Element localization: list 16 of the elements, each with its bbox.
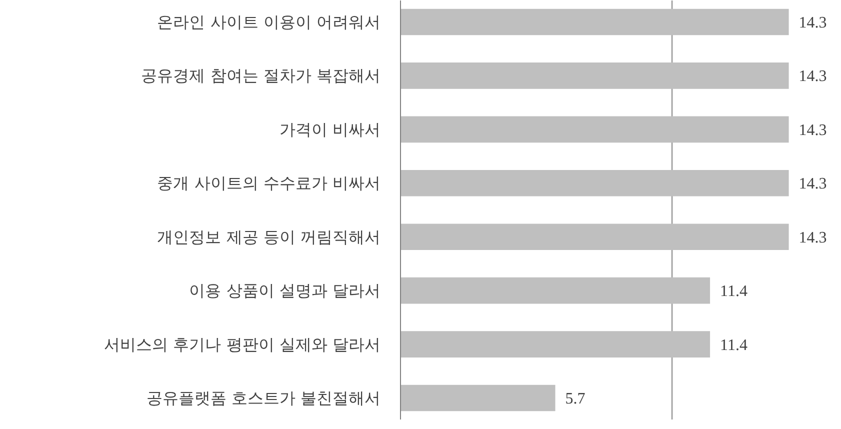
y-tick-label: 공유경제 참여는 절차가 복잡해서 — [141, 66, 381, 86]
y-tick-label: 개인정보 제공 등이 꺼림직해서 — [157, 227, 381, 246]
data-label: 11.4 — [720, 336, 748, 354]
y-tick-label: 이용 상품이 설명과 달라서 — [189, 281, 381, 300]
y-tick-label: 중개 사이트의 수수료가 비싸서 — [157, 174, 381, 193]
data-label: 14.3 — [798, 229, 827, 246]
y-tick-label: 가격이 비싸서 — [279, 120, 381, 139]
data-label: 14.3 — [798, 122, 827, 139]
y-tick-label: 서비스의 후기나 평판이 실제와 달라서 — [104, 334, 380, 354]
y-tick-label: 온라인 사이트 이용이 어려워서 — [157, 12, 381, 32]
data-label: 5.7 — [565, 390, 586, 408]
data-label: 11.4 — [720, 283, 748, 300]
data-label: 14.3 — [798, 176, 827, 193]
data-label: 14.3 — [798, 14, 827, 32]
data-label: 14.3 — [798, 68, 827, 86]
y-tick-label: 공유플랫폼 호스트가 불친절해서 — [146, 388, 380, 408]
